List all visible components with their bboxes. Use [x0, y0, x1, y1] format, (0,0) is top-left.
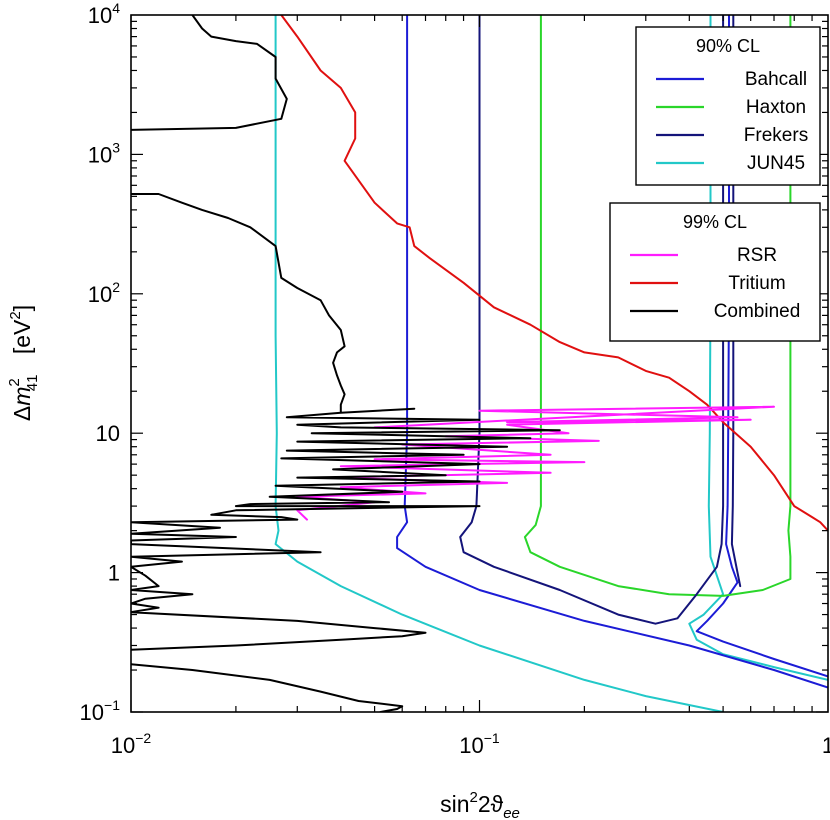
legend-label-haxton: Haxton: [746, 97, 806, 118]
x-tick-label: 10−1: [459, 730, 500, 758]
tick-labels: 10−2 10−1 1 10−1 1 10 102 103 104: [80, 0, 830, 758]
legend-label-tritium: Tritium: [728, 273, 785, 294]
y-tick-label: 102: [88, 279, 120, 307]
y-tick-label: 10: [96, 421, 120, 446]
y-axis-label-sub: 41: [24, 375, 41, 392]
curve-combined-10: [131, 193, 561, 651]
legend-90cl: 90% CL Bahcall Haxton Frekers JUN45: [635, 26, 821, 186]
legend-label-frekers: Frekers: [744, 125, 808, 146]
legend-label-jun45: JUN45: [747, 153, 805, 174]
legend-99cl: 99% CL RSR Tritium Combined: [609, 202, 821, 342]
legend-label-rsr: RSR: [737, 245, 777, 266]
y-axis-label-sup: 2: [6, 378, 23, 386]
curve-bahcall-3: [695, 15, 828, 678]
legend-box: [609, 202, 821, 342]
legend-title: 90% CL: [696, 36, 760, 56]
curve-tritium-7: [280, 15, 828, 532]
curve-combined-9: [131, 15, 288, 131]
y-axis-label: Δm241 [eV2]: [6, 305, 41, 421]
curve-combined-11: [131, 663, 404, 712]
curve-jun45-0: [274, 15, 725, 712]
y-tick-label: 104: [88, 0, 120, 28]
y-tick-label: 1: [108, 561, 120, 586]
curve-haxton-4: [523, 15, 792, 597]
x-axis-label: sin22ϑee: [440, 789, 520, 820]
x-axis-label-sup: 2: [470, 789, 478, 806]
x-axis-label-sub: ee: [503, 805, 520, 820]
y-tick-label: 103: [88, 139, 120, 167]
y-tick-label: 10−1: [80, 697, 121, 725]
legend-label-bahcall: Bahcall: [745, 69, 807, 90]
legend-label-combined: Combined: [714, 301, 801, 322]
curve-bahcall-2: [396, 15, 828, 689]
legend-title: 99% CL: [683, 212, 747, 232]
x-tick-label: 1: [822, 733, 830, 758]
x-tick-label: 10−2: [111, 730, 152, 758]
curve-rsr-8: [296, 405, 775, 521]
curves: [131, 15, 828, 712]
